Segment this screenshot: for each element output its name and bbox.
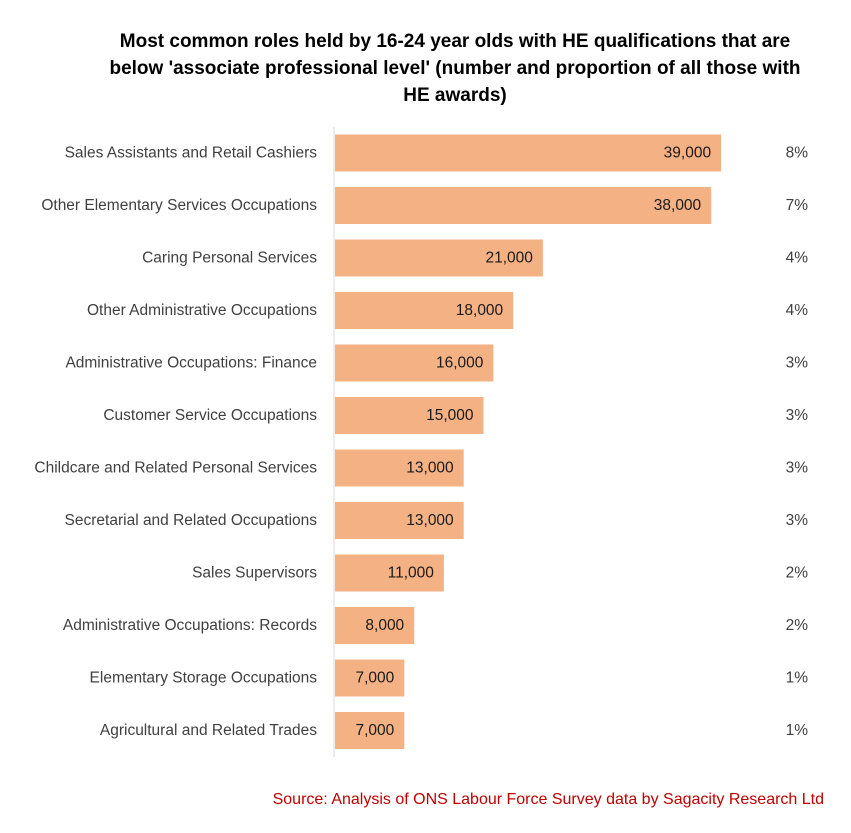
bar-value-label: 13,000	[406, 512, 454, 529]
percent-label: 2%	[786, 617, 809, 634]
bar	[335, 239, 543, 277]
bar-row: Administrative Occupations: Finance 16,00…	[65, 344, 809, 382]
percent-label: 7%	[786, 197, 809, 214]
category-label: Administrative Occupations: Records	[63, 617, 317, 634]
bar-value-label: 39,000	[664, 145, 712, 162]
percent-label: 2%	[786, 565, 809, 582]
bar	[335, 449, 464, 487]
bar	[335, 712, 405, 749]
bar-row: Customer Service Occupations 15,000 3%	[103, 397, 808, 434]
category-label: Sales Assistants and Retail Cashiers	[65, 145, 318, 162]
bar	[335, 344, 494, 382]
percent-label: 3%	[786, 460, 809, 477]
bar-row: Elementary Storage Occupations 7,000 1%	[90, 659, 809, 697]
category-label: Customer Service Occupations	[103, 407, 317, 424]
percent-label: 8%	[786, 145, 809, 162]
percent-label: 1%	[786, 670, 809, 687]
category-label: Other Administrative Occupations	[87, 302, 317, 319]
bar-row: Agricultural and Related Trades 7,000 1%	[100, 712, 808, 749]
chart-title: Most common roles held by 16-24 year old…	[109, 31, 801, 106]
bar-value-label: 11,000	[388, 565, 435, 582]
percent-label: 3%	[786, 512, 809, 529]
bar-row: Other Elementary Services Occupations 38,…	[41, 187, 808, 224]
category-label: Childcare and Related Personal Services	[34, 460, 317, 477]
bar-row: Caring Personal Services 21,000 4%	[142, 239, 809, 277]
bar-value-label: 7,000	[356, 722, 395, 739]
bar-value-label: 21,000	[485, 250, 533, 267]
bar-row: Sales Supervisors 11,000 2%	[192, 554, 809, 592]
bar	[335, 397, 484, 434]
bar	[335, 292, 514, 329]
bar-row: Sales Assistants and Retail Cashiers 39,0…	[65, 134, 809, 172]
percent-label: 3%	[786, 355, 809, 372]
bar-row: Administrative Occupations: Records 8,000…	[63, 607, 808, 644]
bar-value-label: 18,000	[456, 302, 504, 319]
bar	[335, 659, 405, 697]
percent-label: 4%	[786, 302, 809, 319]
percent-label: 1%	[786, 722, 809, 739]
category-label: Secretarial and Related Occupations	[65, 512, 318, 529]
category-label: Agricultural and Related Trades	[100, 722, 317, 739]
bar	[335, 134, 722, 172]
bar-value-label: 15,000	[426, 407, 474, 424]
bar-value-label: 16,000	[436, 355, 484, 372]
bar-row: Secretarial and Related Occupations 13,00…	[65, 502, 809, 539]
category-label: Caring Personal Services	[142, 250, 317, 267]
bar-value-label: 8,000	[365, 617, 404, 634]
bar-value-label: 13,000	[406, 460, 454, 477]
percent-label: 4%	[786, 250, 809, 267]
bars-group: Sales Assistants and Retail Cashiers 39,0…	[34, 134, 809, 749]
category-label: Elementary Storage Occupations	[90, 670, 318, 687]
source-note: Source: Analysis of ONS Labour Force Sur…	[272, 791, 824, 808]
category-label: Administrative Occupations: Finance	[65, 355, 317, 372]
bar-row: Other Administrative Occupations 18,000 4%	[87, 292, 808, 329]
bar-row: Childcare and Related Personal Services 1…	[34, 449, 809, 487]
bar	[335, 187, 712, 224]
category-label: Sales Supervisors	[192, 565, 317, 582]
bar-value-label: 38,000	[654, 197, 702, 214]
bar	[335, 554, 444, 592]
category-label: Other Elementary Services Occupations	[41, 197, 317, 214]
percent-label: 3%	[786, 407, 809, 424]
bar	[335, 607, 415, 644]
bar	[335, 502, 464, 539]
bar-value-label: 7,000	[356, 670, 395, 687]
